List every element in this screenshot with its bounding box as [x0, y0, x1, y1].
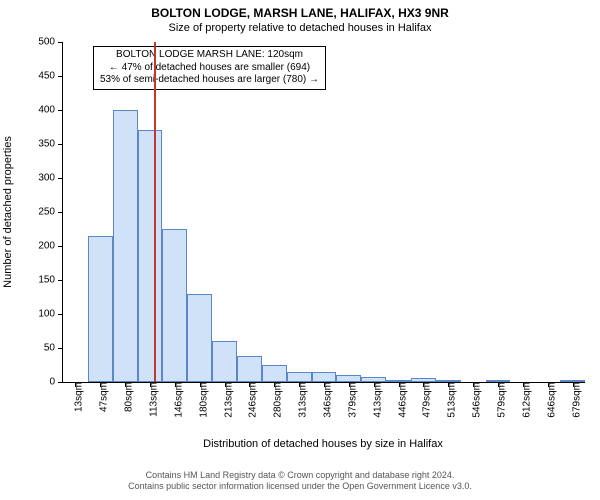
x-tick-label: 113sqm: [141, 382, 160, 417]
x-tick-label: 47sqm: [91, 382, 110, 412]
bar: [138, 130, 163, 382]
plot-area: BOLTON LODGE MARSH LANE: 120sqm ← 47% of…: [62, 42, 585, 383]
y-tick-label: 200: [38, 241, 63, 252]
bar: [162, 229, 187, 382]
x-tick-label: 579sqm: [489, 382, 508, 418]
y-tick-label: 50: [44, 343, 63, 354]
x-tick-label: 646sqm: [538, 382, 557, 418]
y-tick-label: 400: [38, 105, 63, 116]
bar: [287, 372, 312, 382]
property-marker-line: [154, 42, 156, 382]
bar: [312, 372, 337, 382]
y-axis-label: Number of detached properties: [2, 136, 14, 288]
x-tick-label: 513sqm: [439, 382, 458, 418]
footer-attribution: Contains HM Land Registry data © Crown c…: [0, 470, 600, 492]
x-tick-label: 313sqm: [290, 382, 309, 418]
x-tick-label: 446sqm: [389, 382, 408, 418]
info-line-2: ← 47% of detached houses are smaller (69…: [100, 62, 319, 75]
y-tick-label: 100: [38, 309, 63, 320]
x-axis-label: Distribution of detached houses by size …: [62, 438, 584, 450]
chart-subtitle: Size of property relative to detached ho…: [0, 22, 600, 34]
chart-container: BOLTON LODGE, MARSH LANE, HALIFAX, HX3 9…: [0, 0, 600, 500]
bar: [237, 356, 262, 382]
x-tick-label: 180sqm: [190, 382, 209, 418]
x-tick-label: 413sqm: [364, 382, 383, 418]
x-tick-label: 246sqm: [240, 382, 259, 418]
x-tick-label: 80sqm: [116, 382, 135, 412]
y-tick-label: 300: [38, 173, 63, 184]
bar: [187, 294, 212, 382]
info-box: BOLTON LODGE MARSH LANE: 120sqm ← 47% of…: [93, 46, 326, 90]
footer-line-2: Contains public sector information licen…: [0, 481, 600, 492]
y-tick-label: 350: [38, 139, 63, 150]
chart-title: BOLTON LODGE, MARSH LANE, HALIFAX, HX3 9…: [0, 6, 600, 20]
info-line-1: BOLTON LODGE MARSH LANE: 120sqm: [100, 49, 319, 62]
y-tick-label: 150: [38, 275, 63, 286]
y-tick-label: 500: [38, 37, 63, 48]
x-tick-label: 479sqm: [414, 382, 433, 418]
bar: [336, 375, 361, 382]
bar: [212, 341, 237, 382]
y-tick-label: 450: [38, 71, 63, 82]
x-tick-label: 346sqm: [315, 382, 334, 418]
x-tick-label: 546sqm: [464, 382, 483, 418]
x-tick-label: 146sqm: [165, 382, 184, 418]
x-tick-label: 612sqm: [513, 382, 532, 418]
footer-line-1: Contains HM Land Registry data © Crown c…: [0, 470, 600, 481]
bar: [262, 365, 287, 382]
bar: [113, 110, 138, 382]
x-tick-label: 679sqm: [563, 382, 582, 418]
bar: [88, 236, 113, 382]
x-tick-label: 280sqm: [265, 382, 284, 418]
y-tick-label: 0: [49, 377, 63, 388]
x-tick-label: 213sqm: [215, 382, 234, 418]
x-tick-label: 13sqm: [66, 382, 85, 412]
x-tick-label: 379sqm: [339, 382, 358, 418]
info-line-3: 53% of semi-detached houses are larger (…: [100, 74, 319, 87]
y-tick-label: 250: [38, 207, 63, 218]
